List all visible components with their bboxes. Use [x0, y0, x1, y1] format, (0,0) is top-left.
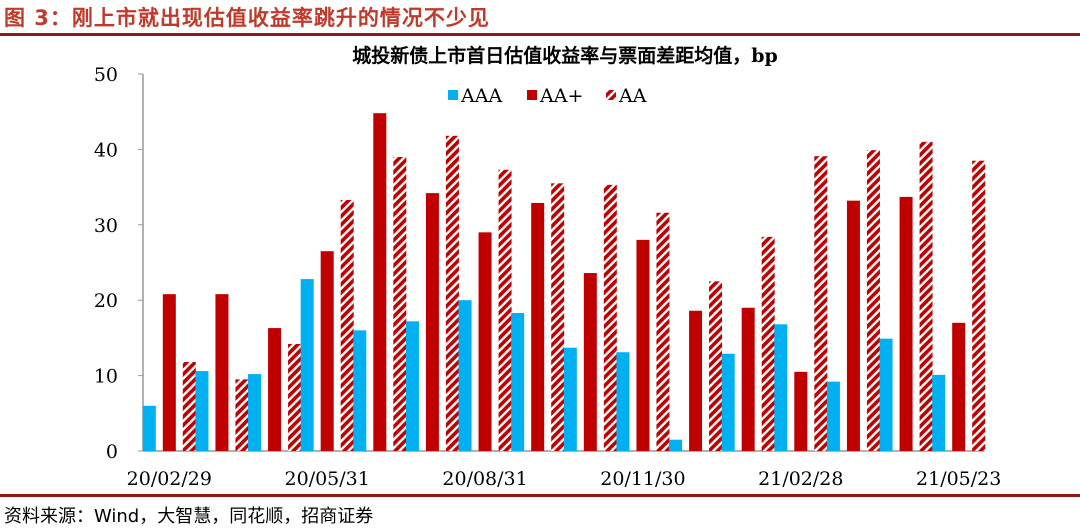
- bar-aaplus: [583, 273, 597, 451]
- bar-aaa: [300, 279, 314, 451]
- bar-aaplus: [846, 200, 860, 451]
- x-tick-label: 20/02/29: [127, 468, 212, 490]
- bar-aa: [814, 156, 828, 451]
- legend-label: AAA: [460, 85, 502, 107]
- bar-aa: [340, 199, 354, 451]
- bar-aa: [656, 212, 670, 451]
- legend-label: AA: [618, 85, 647, 107]
- bottom-rule: [0, 494, 1080, 497]
- bar-aa: [866, 150, 880, 452]
- bar-aaa: [774, 324, 788, 451]
- bar-aaa: [616, 352, 630, 451]
- bar-aaplus: [425, 193, 439, 451]
- bar-aaa: [563, 347, 577, 451]
- bar-aaplus: [741, 307, 755, 451]
- y-tick-label: 10: [94, 366, 118, 388]
- top-rule: [0, 33, 1080, 36]
- bar-aaa: [195, 371, 209, 451]
- y-tick-label: 0: [106, 441, 118, 463]
- bar-aaplus: [531, 202, 545, 451]
- bar-aaplus: [373, 113, 387, 451]
- bar-aaplus: [689, 310, 703, 451]
- bar-aaa: [405, 321, 419, 451]
- bar-aa: [288, 343, 302, 451]
- bar-aa: [761, 236, 775, 451]
- figure-title: 图 3：刚上市就出现估值收益率跳升的情况不少见: [4, 6, 490, 30]
- bar-aa: [709, 281, 723, 451]
- bar-aaa: [721, 353, 735, 451]
- y-tick-label: 30: [94, 215, 118, 237]
- x-tick-label: 20/08/31: [442, 468, 527, 490]
- source-note: 资料来源：Wind，大智慧，同花顺，招商证券: [4, 506, 374, 527]
- bar-aa: [393, 156, 407, 451]
- bar-aa: [972, 160, 986, 451]
- bar-aaplus: [215, 294, 229, 451]
- bar-aaa: [142, 405, 156, 451]
- y-tick-label: 50: [94, 64, 118, 86]
- x-tick-label: 20/05/31: [285, 468, 370, 490]
- bar-aa: [603, 184, 617, 451]
- x-tick-label: 21/02/28: [758, 468, 843, 490]
- bar-aaplus: [899, 196, 913, 451]
- bar-aaplus: [636, 239, 650, 451]
- bar-aa: [919, 141, 933, 452]
- legend-label: AA+: [539, 85, 583, 107]
- legend-swatch-aa: [606, 90, 616, 100]
- bar-aa: [498, 169, 512, 451]
- bar-aa: [445, 135, 459, 451]
- bar-aaplus: [952, 322, 966, 451]
- bar-aaa: [879, 338, 893, 451]
- bar-aaa: [669, 439, 683, 451]
- bar-aaplus: [794, 371, 808, 451]
- bar-aaa: [458, 300, 472, 451]
- chart-title: 城投新债上市首日估值收益率与票面差距均值，bp: [352, 44, 778, 67]
- legend-swatch-aaplus: [527, 90, 537, 100]
- bar-aa: [182, 362, 196, 451]
- y-tick-label: 20: [94, 290, 118, 312]
- bar-aaa: [826, 381, 840, 451]
- bar-aaplus: [320, 251, 334, 451]
- x-tick-label: 20/11/30: [600, 468, 685, 490]
- bar-aa: [551, 183, 565, 451]
- bar-aaa: [932, 374, 946, 451]
- bar-aaplus: [478, 232, 492, 451]
- bar-aaa: [248, 374, 262, 451]
- bar-aaplus: [162, 294, 176, 451]
- bar-aaplus: [268, 328, 282, 451]
- legend-swatch-aaa: [448, 90, 458, 100]
- bar-aaa: [511, 313, 525, 451]
- x-tick-label: 21/05/23: [916, 468, 1001, 490]
- bar-aa: [235, 379, 249, 451]
- bar-aaa: [353, 330, 367, 451]
- y-tick-label: 40: [94, 139, 118, 161]
